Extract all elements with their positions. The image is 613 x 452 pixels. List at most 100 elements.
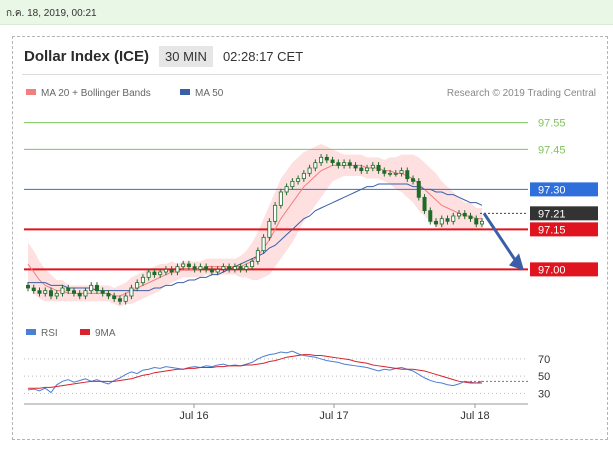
level-97.00: 97.00 xyxy=(24,262,598,277)
candle-body xyxy=(175,266,180,273)
level-label: 97.30 xyxy=(538,184,566,196)
source-credit: Research © 2019 Trading Central xyxy=(447,88,596,99)
candle-body xyxy=(60,287,65,294)
level-label: 97.45 xyxy=(538,144,566,156)
candle-body xyxy=(290,180,295,188)
chart-header: Dollar Index (ICE) 30 MIN 02:28:17 CET xyxy=(24,44,303,68)
candle-body xyxy=(451,215,456,222)
rsi-ma9-line xyxy=(28,354,482,389)
candle-body xyxy=(301,172,306,180)
candle-body xyxy=(215,268,220,273)
candle-body xyxy=(71,290,76,294)
chart-frame xyxy=(12,36,608,440)
candle-body xyxy=(416,180,421,198)
level-tag xyxy=(530,222,598,237)
forecast-arrow xyxy=(482,212,524,271)
candle-body xyxy=(227,266,232,270)
level-tag xyxy=(530,262,598,277)
ma50-legend-swatch xyxy=(180,89,190,95)
level-tag xyxy=(530,182,598,197)
x-tick-label: Jul 17 xyxy=(319,410,348,422)
candle-body xyxy=(250,260,255,268)
candle-body xyxy=(296,178,301,182)
level-label: 97.55 xyxy=(538,118,566,130)
candle-body xyxy=(399,170,404,174)
candle-body xyxy=(135,282,140,289)
candle-body xyxy=(255,250,260,262)
candle-body xyxy=(388,172,393,175)
candle-body xyxy=(37,290,42,294)
candle-body xyxy=(434,220,439,225)
candle-body xyxy=(48,290,53,297)
candle-body xyxy=(244,266,249,270)
candle-body xyxy=(232,266,237,270)
candle-body xyxy=(163,268,168,273)
level-97.30: 97.30 xyxy=(24,182,598,197)
candle-body xyxy=(43,290,48,294)
rsi-line xyxy=(27,350,483,394)
timestamp-text: ก.ค. 18, 2019, 00:21 xyxy=(6,8,97,19)
level-97.15: 97.15 xyxy=(24,222,598,237)
price-chart: 97.55 97.45 97.30 97.21 97.15 97.00 xyxy=(24,118,598,307)
candle-body xyxy=(319,156,324,164)
ma9-legend-label: 9MA xyxy=(95,328,116,339)
candle-body xyxy=(273,204,278,222)
price-legend: MA 20 + Bollinger Bands MA 50 Research ©… xyxy=(26,88,596,99)
rsi-legend-swatch xyxy=(26,329,36,335)
candle-body xyxy=(152,271,157,276)
bollinger-band xyxy=(28,144,482,307)
candle-body xyxy=(342,162,347,166)
ma50-legend-label: MA 50 xyxy=(195,88,224,99)
candle-body xyxy=(439,218,444,225)
candle-body xyxy=(129,287,134,297)
candle-body xyxy=(106,292,111,297)
chart-time: 02:28:17 CET xyxy=(222,48,304,64)
candle-body xyxy=(468,215,473,220)
candle-body xyxy=(393,172,398,175)
x-tick-label: Jul 16 xyxy=(179,410,208,422)
candle-body xyxy=(359,167,364,172)
ma20-legend-swatch xyxy=(26,89,36,95)
candle-body xyxy=(278,191,283,206)
candle-body xyxy=(370,164,375,169)
candle-body xyxy=(307,167,312,174)
rsi-chart: RSI 9MA 70 50 30 xyxy=(24,328,550,400)
rsi-legend-label: RSI xyxy=(41,328,58,339)
candle-body xyxy=(77,292,82,297)
candle-body xyxy=(83,290,88,297)
candle-body xyxy=(474,218,479,225)
candle-body xyxy=(324,156,329,161)
candle-body xyxy=(445,218,450,222)
timeframe-badge[interactable]: 30 MIN xyxy=(159,45,213,67)
rsi-tick-label: 70 xyxy=(538,354,550,366)
rsi-tick-label: 30 xyxy=(538,388,550,400)
candle-body xyxy=(376,164,381,172)
candle-body xyxy=(181,263,186,268)
candle-body xyxy=(140,276,145,284)
level-97.21: 97.21 xyxy=(480,206,598,221)
candle-body xyxy=(146,271,151,278)
candles xyxy=(25,154,484,305)
candle-body xyxy=(89,284,94,292)
level-label: 97.00 xyxy=(538,264,566,276)
level-97.45: 97.45 xyxy=(24,144,566,156)
candle-body xyxy=(313,162,318,169)
candle-body xyxy=(347,162,352,166)
candle-body xyxy=(204,266,209,270)
candle-body xyxy=(238,266,243,270)
rsi-tick-label: 50 xyxy=(538,371,550,383)
candle-body xyxy=(169,268,174,273)
candle-body xyxy=(261,236,266,252)
candle-body xyxy=(192,266,197,270)
forecast-head xyxy=(509,253,524,271)
ma20-legend-label: MA 20 + Bollinger Bands xyxy=(41,88,151,99)
instrument-title: Dollar Index (ICE) xyxy=(24,47,150,65)
forecast-shaft xyxy=(482,212,518,263)
level-tag xyxy=(530,206,598,221)
candle-body xyxy=(94,284,99,292)
ma9-legend-swatch xyxy=(80,329,90,335)
candle-body xyxy=(54,292,59,297)
candle-body xyxy=(221,266,226,270)
candle-body xyxy=(158,271,163,276)
